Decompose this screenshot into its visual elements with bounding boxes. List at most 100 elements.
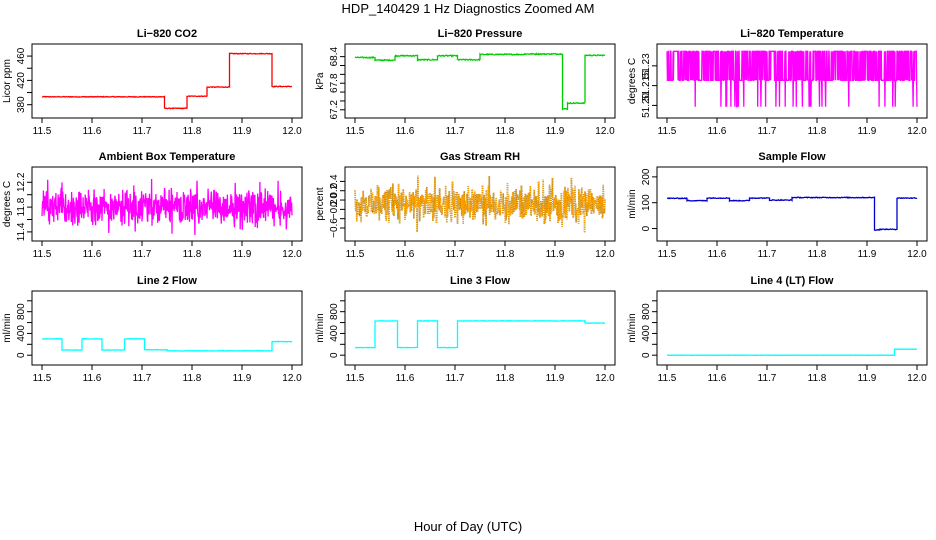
x-tick-label: 11.8 xyxy=(808,126,827,137)
series-points xyxy=(354,175,606,233)
x-tick-label: 11.5 xyxy=(346,249,365,260)
x-tick-label: 11.6 xyxy=(708,249,727,260)
y-axis-label: ml/min xyxy=(2,313,13,342)
y-tick-label: 0 xyxy=(641,352,652,358)
x-tick-label: 11.9 xyxy=(546,249,565,260)
x-tick-label: 11.6 xyxy=(396,249,415,260)
x-tick-label: 12.0 xyxy=(282,249,302,260)
y-axis-label: kPa xyxy=(315,72,326,90)
x-tick-label: 11.5 xyxy=(346,373,365,384)
x-tick-label: 11.6 xyxy=(83,249,102,260)
plot-frame xyxy=(344,290,616,366)
plot-frame xyxy=(656,43,928,119)
x-tick-label: 12.0 xyxy=(595,373,615,384)
x-tick-label: 11.9 xyxy=(233,249,252,260)
series-line xyxy=(666,196,918,231)
chart-panel: Li−820 Pressure kPa 11.5 11.6 11.7 11.8 11.9 12… xyxy=(315,28,616,137)
plot-frame xyxy=(31,290,303,366)
y-tick-label: 0 xyxy=(641,225,652,231)
plot-frame xyxy=(656,166,928,242)
x-tick-label: 11.5 xyxy=(658,373,677,384)
y-tick-label: −0.6 xyxy=(329,218,340,238)
x-tick-label: 11.9 xyxy=(858,126,877,137)
x-tick-label: 11.6 xyxy=(83,373,102,384)
y-axis-label: degrees C xyxy=(627,58,638,104)
plot-frame xyxy=(344,166,616,242)
series-line xyxy=(666,50,918,108)
chart-panel: Line 4 (LT) Flow ml/min 11.5 11.6 11.7 11.8 11… xyxy=(627,275,928,384)
x-tick-label: 11.7 xyxy=(133,126,152,137)
series-line xyxy=(41,52,293,110)
x-tick-label: 11.7 xyxy=(446,373,465,384)
y-tick-label: 11.4 xyxy=(16,222,27,241)
x-tick-label: 11.8 xyxy=(496,126,515,137)
chart-title: Line 4 (LT) Flow xyxy=(751,275,834,287)
x-tick-label: 11.8 xyxy=(496,373,515,384)
series-line xyxy=(354,52,606,111)
x-tick-label: 11.6 xyxy=(708,373,727,384)
y-tick-label: 51.23 xyxy=(641,53,652,78)
x-tick-label: 11.8 xyxy=(808,249,827,260)
x-tick-label: 12.0 xyxy=(282,126,302,137)
y-tick-label: 51.215 xyxy=(641,70,652,101)
x-tick-label: 11.8 xyxy=(183,126,202,137)
x-tick-label: 11.7 xyxy=(758,126,777,137)
chart-panel: Gas Stream RH percent 11.5 11.6 11.7 11.8 11.9… xyxy=(315,151,616,260)
x-tick-label: 11.5 xyxy=(658,249,677,260)
x-tick-label: 12.0 xyxy=(907,373,927,384)
x-tick-label: 11.7 xyxy=(133,373,152,384)
x-tick-label: 11.8 xyxy=(808,373,827,384)
y-tick-label: 380 xyxy=(16,96,27,113)
y-tick-label: 0.4 xyxy=(329,174,340,188)
x-tick-label: 11.7 xyxy=(446,126,465,137)
chart-title: Ambient Box Temperature xyxy=(99,151,236,163)
y-axis-label: ml/min xyxy=(315,313,326,342)
plot-frame xyxy=(31,166,303,242)
x-tick-label: 11.6 xyxy=(396,126,415,137)
y-tick-label: 11.8 xyxy=(16,197,27,216)
x-tick-label: 11.5 xyxy=(33,249,52,260)
x-tick-label: 12.0 xyxy=(907,249,927,260)
chart-title: Gas Stream RH xyxy=(440,151,520,163)
y-tick-label: −0.2 xyxy=(329,199,340,219)
chart-title: Li−820 Pressure xyxy=(438,28,523,40)
x-tick-label: 11.5 xyxy=(658,126,677,137)
x-tick-label: 11.9 xyxy=(233,126,252,137)
y-axis-label: percent xyxy=(315,187,326,221)
chart-panel: Sample Flow ml/min 11.5 11.6 11.7 11.8 11.9 12.… xyxy=(627,151,928,260)
x-tick-label: 11.8 xyxy=(183,373,202,384)
x-tick-label: 11.5 xyxy=(33,373,52,384)
x-tick-label: 11.7 xyxy=(758,373,777,384)
chart-title: Sample Flow xyxy=(758,151,826,163)
y-tick-label: 400 xyxy=(641,325,652,342)
y-tick-label: 800 xyxy=(641,303,652,320)
x-tick-label: 11.9 xyxy=(858,249,877,260)
y-axis-label: Licor ppm xyxy=(2,59,13,103)
x-tick-label: 11.9 xyxy=(858,373,877,384)
plot-frame xyxy=(656,290,928,366)
y-tick-label: 400 xyxy=(16,325,27,342)
y-tick-label: 67.8 xyxy=(329,73,340,93)
y-axis-label: ml/min xyxy=(627,313,638,342)
y-tick-label: 460 xyxy=(16,47,27,64)
x-tick-label: 11.5 xyxy=(346,126,365,137)
series-line xyxy=(41,178,293,236)
y-tick-label: 420 xyxy=(16,72,27,89)
x-tick-label: 11.8 xyxy=(183,249,202,260)
y-tick-label: 100 xyxy=(641,194,652,211)
series-line xyxy=(354,319,605,349)
y-tick-label: 800 xyxy=(329,303,340,320)
x-tick-label: 12.0 xyxy=(282,373,302,384)
x-tick-label: 11.9 xyxy=(546,126,565,137)
y-tick-label: 0.0 xyxy=(329,193,340,207)
y-tick-label: 68.4 xyxy=(329,46,340,66)
x-tick-label: 11.7 xyxy=(446,249,465,260)
series-line xyxy=(41,337,293,352)
x-axis-title: Hour of Day (UTC) xyxy=(413,519,523,534)
x-tick-label: 11.8 xyxy=(496,249,515,260)
x-tick-label: 11.9 xyxy=(546,373,565,384)
chart-title: Li−820 CO2 xyxy=(137,28,197,40)
y-tick-label: 800 xyxy=(16,303,27,320)
plot-frame xyxy=(344,43,616,119)
